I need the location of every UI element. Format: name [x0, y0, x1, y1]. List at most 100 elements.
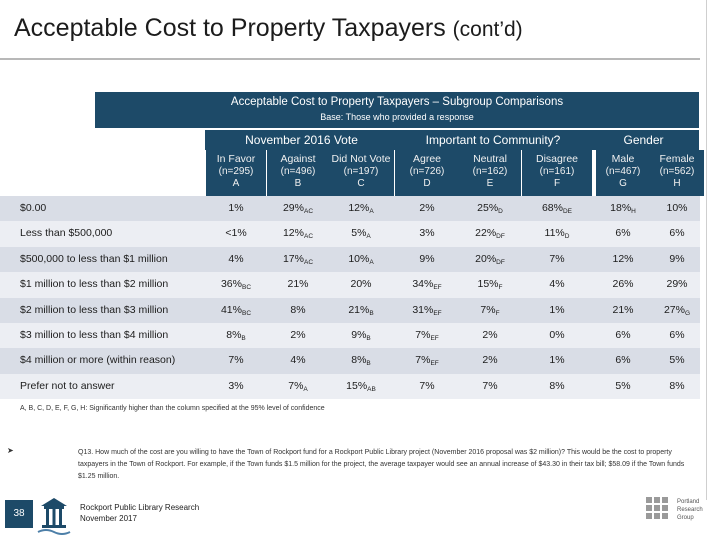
- table-cell: 17%AC: [268, 247, 328, 275]
- cell-value: 7%: [228, 354, 244, 367]
- column-header-n: (n=295): [218, 165, 254, 177]
- cell-value: 41%: [220, 303, 242, 316]
- table-cell: 8%: [647, 374, 707, 399]
- title-main: Acceptable Cost to Property Taxpayers: [14, 14, 446, 42]
- bullet-arrow-icon: ➤: [7, 446, 14, 455]
- column-header-letter: E: [486, 178, 494, 189]
- table-cell: 21%B: [331, 298, 391, 326]
- table-cell: 34%EF: [397, 272, 457, 300]
- cell-value: 7%: [549, 252, 565, 265]
- column-header: Did Not Vote (n=197) C: [328, 150, 394, 196]
- table-cell: 15%AB: [331, 374, 391, 402]
- table-row: $0.00 1% 29%AC 12%A 2% 25%D 68%DE 18%H 10%: [0, 196, 700, 221]
- significance-marker: B: [241, 335, 246, 342]
- cell-value: 4%: [290, 354, 306, 367]
- column-header-letter: D: [423, 178, 431, 189]
- cell-value: 7%: [415, 329, 431, 341]
- table-cell: 20%DF: [460, 247, 520, 275]
- column-header-n: (n=162): [472, 165, 508, 177]
- cell-value: 29%: [282, 202, 304, 214]
- column-header-letter: A: [232, 178, 240, 189]
- table-cell: 36%BC: [206, 272, 266, 300]
- cell-value: 6%: [669, 329, 685, 341]
- table-cell: 31%EF: [397, 298, 457, 326]
- cell-value: 31%: [412, 303, 434, 316]
- table-cell: 9%: [647, 247, 707, 272]
- table-cell: 68%DE: [527, 196, 587, 224]
- cell-value: 21%: [612, 303, 634, 316]
- table-cell: 2%: [268, 323, 328, 348]
- cell-value: 21%: [348, 303, 370, 316]
- cell-value: 5%: [615, 379, 631, 392]
- table-cell: 7%F: [460, 298, 520, 326]
- significance-marker: A: [369, 208, 374, 215]
- row-label: $0.00: [20, 202, 47, 214]
- page-title: Acceptable Cost to Property Taxpayers (c…: [14, 14, 523, 43]
- table-cell: 11%D: [527, 221, 587, 249]
- cell-value: 9%: [669, 252, 685, 265]
- page-number: 38: [5, 500, 33, 528]
- cell-value: <1%: [225, 227, 247, 240]
- cell-value: 6%: [669, 227, 685, 240]
- column-header-name: Male: [611, 153, 635, 165]
- table-row: Less than $500,000 <1% 12%AC 5%A 3% 22%DF 11%D…: [0, 221, 700, 249]
- table-cell: 4%: [268, 348, 328, 373]
- cell-value: 26%: [612, 278, 634, 291]
- group-importance: Important to Community?: [398, 130, 588, 150]
- cell-value: 21%: [287, 278, 309, 291]
- cell-value: 5%: [669, 354, 685, 367]
- cell-value: 7%: [480, 303, 496, 316]
- cell-value: 0%: [549, 329, 565, 341]
- cell-value: 8%: [351, 354, 367, 367]
- cell-value: 2%: [482, 354, 498, 367]
- footer-line2: November 2017: [80, 514, 137, 523]
- column-header-letter: F: [553, 178, 561, 189]
- cell-value: 6%: [615, 227, 631, 240]
- column-header: Neutral (n=162) E: [459, 150, 521, 196]
- column-header-n: (n=562): [659, 165, 695, 177]
- column-header-n: (n=726): [409, 165, 445, 177]
- significance-marker: EF: [430, 335, 439, 342]
- cell-value: 1%: [228, 202, 244, 214]
- column-header-letter: H: [673, 178, 681, 189]
- footer-line1: Rockport Public Library Research: [80, 503, 200, 512]
- column-header-letter: C: [357, 178, 365, 189]
- column-header-n: (n=161): [539, 165, 575, 177]
- column-header-name: In Favor: [216, 153, 256, 165]
- table-cell: 0%: [527, 323, 587, 348]
- cell-value: 3%: [228, 379, 244, 392]
- significance-marker: B: [369, 309, 374, 317]
- table-row: $2 million to less than $3 million 41%BC 8…: [0, 298, 700, 323]
- cell-value: 2%: [290, 329, 306, 341]
- significance-marker: BC: [241, 284, 252, 292]
- cell-value: 27%: [663, 303, 685, 316]
- cell-value: 9%: [351, 329, 367, 341]
- table-cell: 12%AC: [268, 221, 328, 249]
- cell-value: 10%: [348, 252, 370, 265]
- table-cell: 15%F: [460, 272, 520, 300]
- cell-value: 12%: [282, 227, 304, 240]
- table-cell: 1%: [206, 196, 266, 221]
- table-title: Acceptable Cost to Property Taxpayers – …: [230, 96, 564, 108]
- significance-marker: DF: [496, 258, 505, 266]
- footer-text: Rockport Public Library Research Novembe…: [80, 502, 199, 524]
- cell-value: 12%: [348, 202, 370, 214]
- cell-value: 1%: [549, 303, 565, 316]
- cell-value: 6%: [615, 354, 631, 367]
- cell-value: 4%: [228, 252, 244, 265]
- significance-marker: F: [495, 309, 500, 317]
- significance-marker: F: [498, 284, 503, 292]
- table-cell: 4%: [527, 272, 587, 297]
- column-header-letter: G: [619, 178, 627, 189]
- cell-value: 22%: [475, 227, 497, 240]
- title-divider: [0, 58, 700, 60]
- research-group-name: Portland Research Group: [677, 498, 703, 522]
- cell-value: 1%: [549, 354, 565, 367]
- table-cell: 3%: [397, 221, 457, 246]
- table-row: $500,000 to less than $1 million 4% 17%AC 1…: [0, 247, 700, 272]
- significance-marker: AB: [367, 385, 376, 393]
- significance-marker: BC: [241, 309, 252, 317]
- cell-value: 5%: [351, 227, 367, 240]
- cell-value: 4%: [549, 278, 565, 291]
- cell-value: 6%: [615, 329, 631, 341]
